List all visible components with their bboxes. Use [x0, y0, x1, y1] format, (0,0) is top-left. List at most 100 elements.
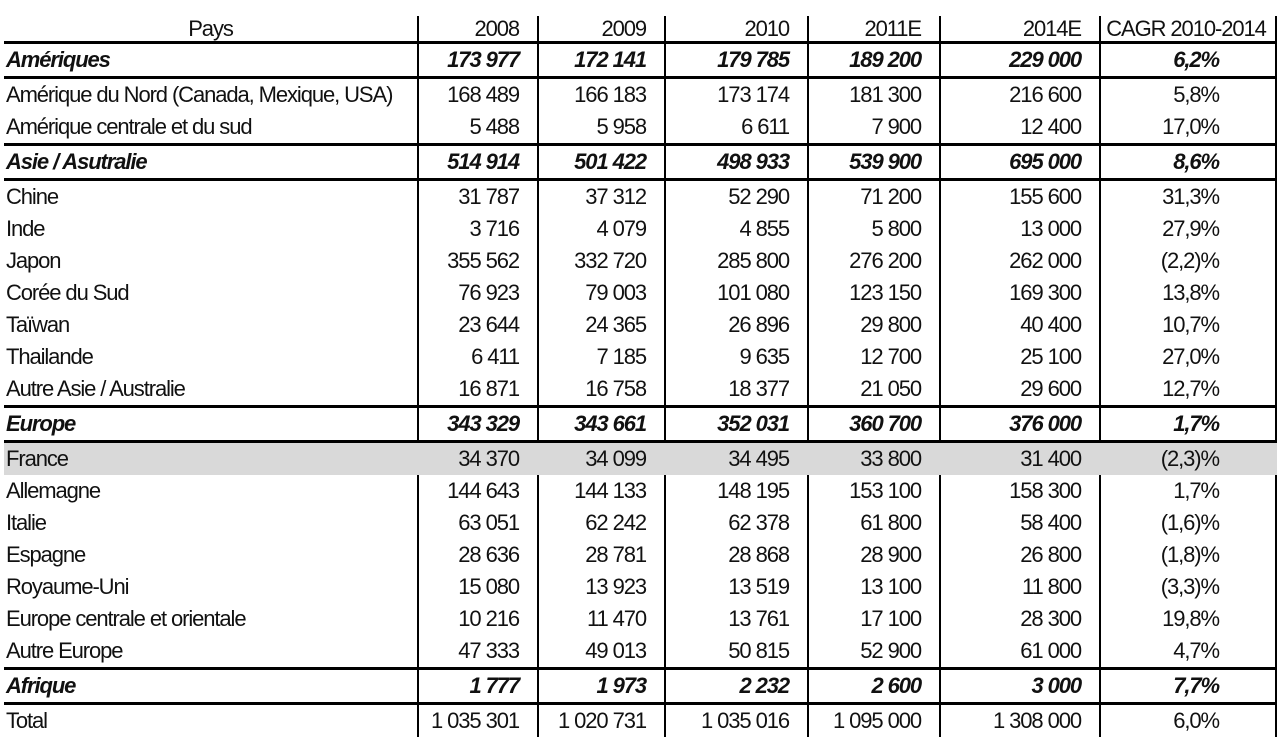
table-row: Japon 355 562 332 720 285 800 276 200 262 000… [4, 245, 1277, 277]
cell-2008: 3 716 [417, 213, 538, 245]
cell-2011e: 360 700 [807, 406, 940, 443]
cell-cagr: 17,0% [1099, 111, 1277, 146]
cell-cagr: (2,3)% [1099, 441, 1277, 475]
table-row: Inde 3 716 4 079 4 855 5 800 13 000 27,9% [4, 213, 1277, 245]
cell-2008: 6 411 [417, 341, 538, 373]
table-row: Espagne 28 636 28 781 28 868 28 900 26 800 (1,… [4, 539, 1277, 571]
cell-2008: 23 644 [417, 309, 538, 341]
market-data-table: Pays 2008 2009 2010 2011E 2014E CAGR 201… [4, 16, 1277, 737]
cell-2014e: 29 600 [939, 373, 1100, 408]
cell-2009: 24 365 [537, 309, 665, 341]
cell-2014e: 262 000 [939, 245, 1100, 277]
table-row: Allemagne 144 643 144 133 148 195 153 100 158… [4, 475, 1277, 507]
cell-2011e: 276 200 [807, 245, 940, 277]
cell-2010: 18 377 [664, 373, 808, 408]
header-2014e: 2014E [939, 16, 1100, 44]
cell-2011e: 17 100 [807, 603, 940, 635]
cell-2010: 52 290 [664, 179, 808, 213]
table-row: Autre Europe 47 333 49 013 50 815 52 900 61 0… [4, 635, 1277, 670]
cell-2009: 1 973 [537, 668, 665, 705]
cell-cagr: 5,8% [1099, 77, 1277, 111]
table-row: Taïwan 23 644 24 365 26 896 29 800 40 400 10,7… [4, 309, 1277, 341]
cell-2009: 11 470 [537, 603, 665, 635]
cell-cagr: 4,7% [1099, 635, 1277, 670]
cell-2008: 343 329 [417, 406, 538, 443]
row-label: Autre Asie / Australie [4, 373, 418, 408]
cell-cagr: 13,8% [1099, 277, 1277, 309]
cell-2010: 26 896 [664, 309, 808, 341]
cell-2008: 16 871 [417, 373, 538, 408]
row-label: Amérique du Nord (Canada, Mexique, USA) [6, 82, 393, 107]
cell-2010: 62 378 [664, 507, 808, 539]
cell-2010: 148 195 [664, 475, 808, 507]
cell-cagr: (3,3)% [1099, 571, 1277, 603]
table-row: France 34 370 34 099 34 495 33 800 31 400 (2,3… [4, 441, 1277, 475]
row-label: Europe [4, 406, 418, 443]
cell-2011e: 29 800 [807, 309, 940, 341]
row-label: Japon [6, 248, 62, 273]
cell-cagr: 6,0% [1099, 703, 1277, 737]
cell-2010: 101 080 [664, 277, 808, 309]
cell-2008: 31 787 [417, 179, 538, 213]
cell-2011e: 189 200 [807, 42, 940, 79]
cell-cagr: 19,8% [1099, 603, 1277, 635]
cell-2010: 498 933 [664, 144, 808, 181]
total-row: Total 1 035 301 1 020 731 1 035 016 1 095 00… [4, 703, 1277, 737]
cell-2010: 13 519 [664, 571, 808, 603]
cell-2009: 62 242 [537, 507, 665, 539]
cell-2008: 1 035 301 [417, 703, 538, 737]
table-row: Autre Asie / Australie 16 871 16 758 18 377… [4, 373, 1277, 408]
cell-2011e: 71 200 [807, 179, 940, 213]
cell-2010: 6 611 [664, 111, 808, 146]
cell-2009: 501 422 [537, 144, 665, 181]
cell-cagr: 27,9% [1099, 213, 1277, 245]
cell-2014e: 12 400 [939, 111, 1100, 146]
header-2008: 2008 [417, 16, 538, 44]
cell-2009: 16 758 [537, 373, 665, 408]
cell-2009: 28 781 [537, 539, 665, 571]
cell-2010: 28 868 [664, 539, 808, 571]
row-label: France [4, 441, 418, 475]
table-row: Royaume-Uni 15 080 13 923 13 519 13 100 11 80… [4, 571, 1277, 603]
row-label: Total [6, 708, 48, 733]
cell-2011e: 61 800 [807, 507, 940, 539]
table-row: Corée du Sud 76 923 79 003 101 080 123 150 16… [4, 277, 1277, 309]
cell-2014e: 158 300 [939, 475, 1100, 507]
row-label: Taïwan [6, 312, 70, 337]
header-row: Pays 2008 2009 2010 2011E 2014E CAGR 201… [4, 16, 1277, 44]
table-row: Amérique centrale et du sud 5 488 5 958 6 6… [4, 111, 1277, 146]
row-label: Allemagne [6, 478, 101, 503]
cell-2008: 355 562 [417, 245, 538, 277]
cell-2009: 5 958 [537, 111, 665, 146]
cell-2008: 144 643 [417, 475, 538, 507]
cell-2008: 34 370 [417, 441, 538, 475]
cell-2010: 173 174 [664, 77, 808, 111]
cell-2014e: 31 400 [939, 441, 1100, 475]
cell-2009: 49 013 [537, 635, 665, 670]
cell-2014e: 169 300 [939, 277, 1100, 309]
cell-2009: 79 003 [537, 277, 665, 309]
table-row: Thailande 6 411 7 185 9 635 12 700 25 100 27,0… [4, 341, 1277, 373]
cell-2008: 15 080 [417, 571, 538, 603]
cell-2009: 7 185 [537, 341, 665, 373]
cell-2011e: 181 300 [807, 77, 940, 111]
cell-2010: 4 855 [664, 213, 808, 245]
cell-2009: 13 923 [537, 571, 665, 603]
cell-2014e: 26 800 [939, 539, 1100, 571]
cell-2008: 47 333 [417, 635, 538, 670]
cell-cagr: 1,7% [1099, 406, 1277, 443]
cell-2014e: 58 400 [939, 507, 1100, 539]
cell-cagr: 27,0% [1099, 341, 1277, 373]
group-row: Amériques 173 977 172 141 179 785 189 200 229… [4, 42, 1277, 79]
row-label: Italie [6, 510, 47, 535]
cell-cagr: (1,6)% [1099, 507, 1277, 539]
header-2011e: 2011E [807, 16, 940, 44]
cell-2009: 37 312 [537, 179, 665, 213]
cell-2009: 332 720 [537, 245, 665, 277]
row-label: Thailande [6, 344, 94, 369]
cell-2014e: 61 000 [939, 635, 1100, 670]
cell-cagr: 6,2% [1099, 42, 1277, 79]
cell-cagr: 1,7% [1099, 475, 1277, 507]
cell-2014e: 1 308 000 [939, 703, 1100, 737]
table-row: Europe centrale et orientale 10 216 11 470… [4, 603, 1277, 635]
